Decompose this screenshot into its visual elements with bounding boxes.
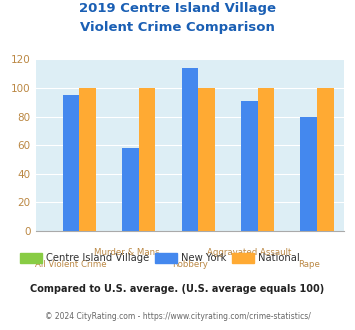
Text: Aggravated Assault: Aggravated Assault	[207, 248, 291, 257]
Bar	[241, 101, 258, 231]
Bar	[63, 95, 80, 231]
Bar	[317, 88, 334, 231]
Bar	[258, 88, 274, 231]
Text: 2019 Centre Island Village: 2019 Centre Island Village	[79, 2, 276, 15]
Legend: Centre Island Village, New York, National: Centre Island Village, New York, Nationa…	[16, 249, 304, 267]
Bar	[300, 116, 317, 231]
Text: Robbery: Robbery	[172, 260, 208, 269]
Bar	[122, 148, 139, 231]
Text: Murder & Mans...: Murder & Mans...	[94, 248, 167, 257]
Text: Rape: Rape	[298, 260, 320, 269]
Bar	[198, 88, 215, 231]
Text: Compared to U.S. average. (U.S. average equals 100): Compared to U.S. average. (U.S. average …	[31, 284, 324, 294]
Bar	[80, 88, 96, 231]
Bar	[139, 88, 155, 231]
Bar	[182, 68, 198, 231]
Text: All Violent Crime: All Violent Crime	[36, 260, 107, 269]
Text: Violent Crime Comparison: Violent Crime Comparison	[80, 21, 275, 34]
Text: © 2024 CityRating.com - https://www.cityrating.com/crime-statistics/: © 2024 CityRating.com - https://www.city…	[45, 312, 310, 321]
